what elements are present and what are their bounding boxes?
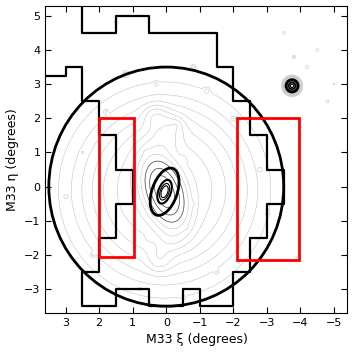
X-axis label: M33 ξ (degrees): M33 ξ (degrees) bbox=[145, 333, 247, 346]
Bar bbox=[237, 118, 299, 260]
Y-axis label: M33 η (degrees): M33 η (degrees) bbox=[6, 108, 19, 210]
Bar bbox=[99, 118, 134, 257]
